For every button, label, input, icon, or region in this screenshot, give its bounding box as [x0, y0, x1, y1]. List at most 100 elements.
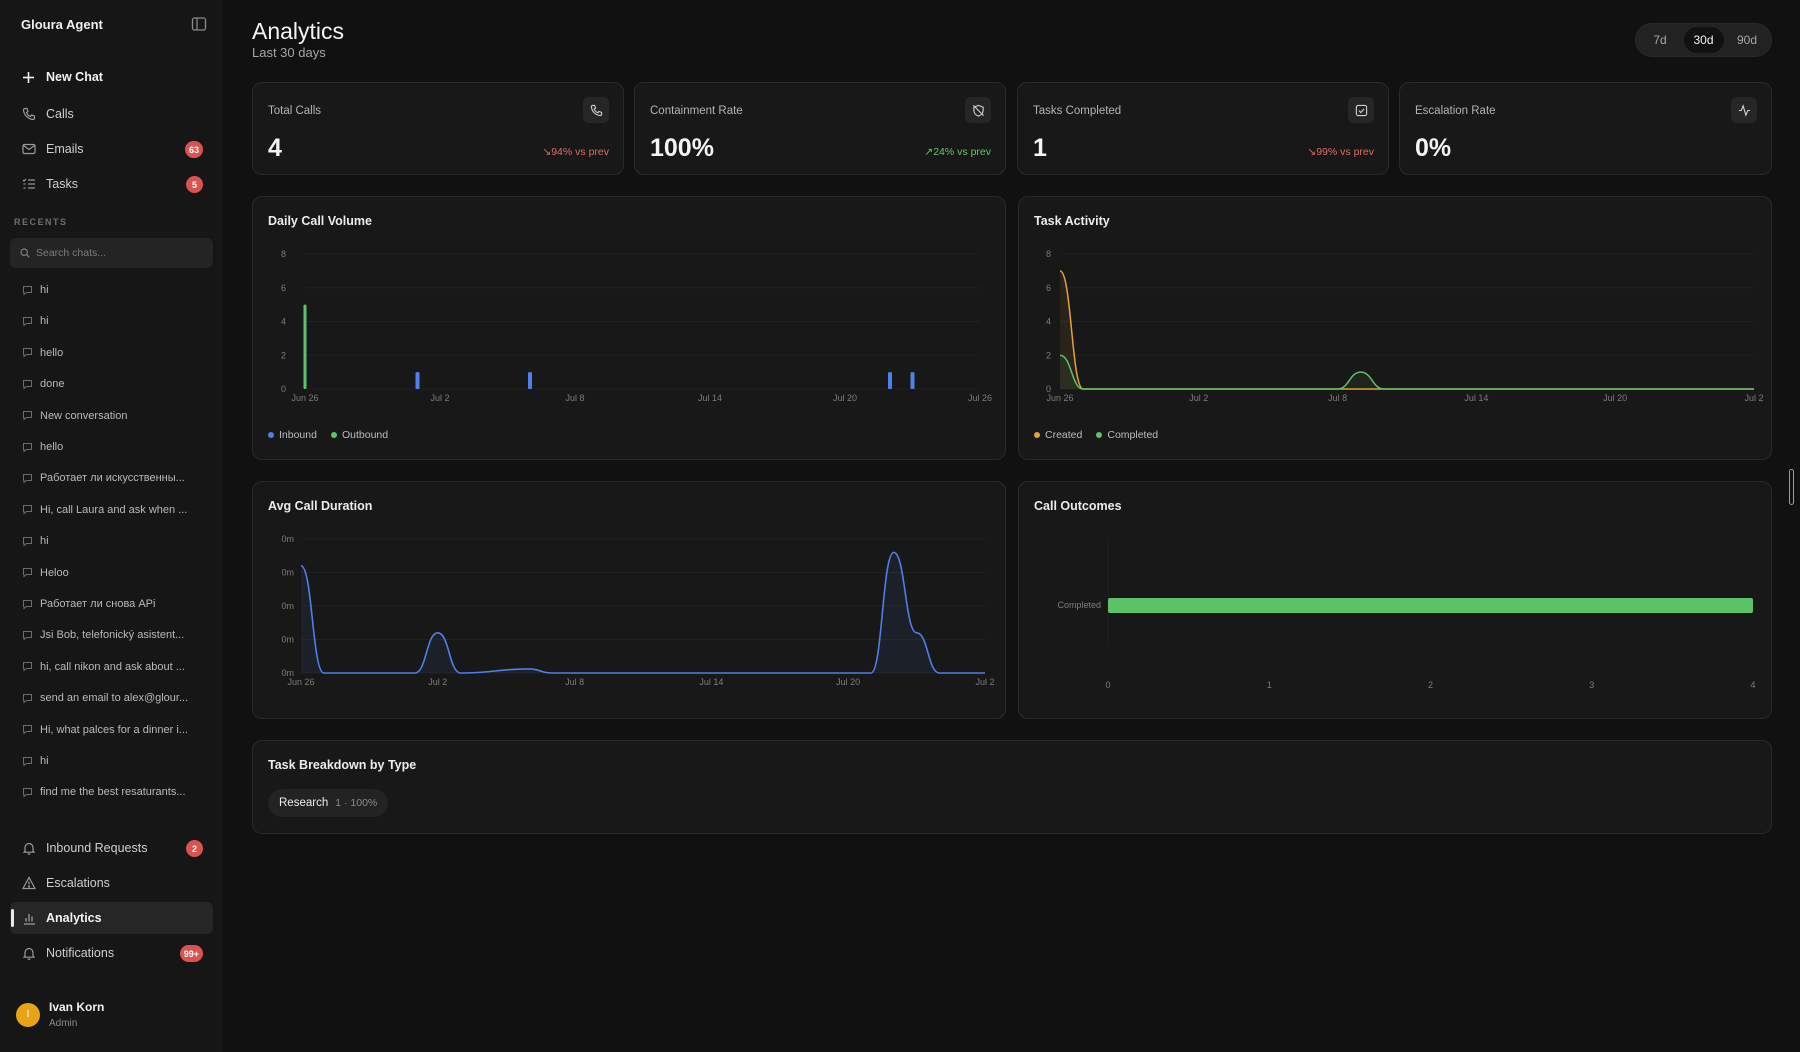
chat-bubble-icon: [22, 442, 33, 453]
x-tick-label: Jun 26: [1046, 393, 1073, 403]
area-created: [1060, 270, 1754, 389]
sidebar-item-notifications[interactable]: Notifications 99+: [10, 937, 213, 969]
x-tick-label: Jul 20: [836, 677, 860, 687]
sidebar-item-emails[interactable]: Emails 63: [10, 133, 213, 165]
scrollbar-thumb[interactable]: [1789, 469, 1794, 505]
chart-title: Call Outcomes: [1034, 499, 1122, 513]
plus-icon: [21, 70, 36, 85]
recent-chat-item[interactable]: hello: [22, 341, 214, 365]
chart-legend: Created Completed: [1034, 429, 1172, 441]
chat-bubble-icon: [22, 661, 33, 672]
daily-call-volume-card: Daily Call Volume 0 2 4 6 8 Jun 26 Jul 2 Jul 8 J…: [252, 196, 1006, 460]
recent-chat-item[interactable]: hello: [22, 435, 214, 459]
phone-icon: [583, 97, 609, 123]
chat-bubble-icon: [22, 599, 33, 610]
task-type-chip[interactable]: Research 1 · 100%: [268, 789, 389, 817]
x-tick-label: Jul 8: [1328, 393, 1347, 403]
recent-chat-item[interactable]: Hi, call Laura and ask when ...: [22, 498, 214, 522]
recents-heading: RECENTS: [14, 217, 68, 227]
trend-down-icon: ↘: [1307, 146, 1317, 158]
recent-chat-item[interactable]: hi, call nikon and ask about ...: [22, 655, 214, 679]
page-title: Analytics: [252, 18, 345, 44]
chat-bubble-icon: [22, 724, 33, 735]
recent-chat-label: hello: [40, 346, 64, 359]
user-profile[interactable]: I Ivan Korn Admin: [16, 1000, 104, 1029]
sidebar-item-label: Inbound Requests: [46, 841, 148, 855]
search-icon: [20, 248, 30, 258]
x-tick-label: Jul 8: [565, 393, 584, 403]
sidebar-item-escalations[interactable]: Escalations: [10, 867, 213, 899]
recent-chat-item[interactable]: New conversation: [22, 404, 214, 428]
recent-chat-label: hi: [40, 284, 49, 296]
sidebar-item-analytics[interactable]: Analytics: [10, 902, 213, 934]
sidebar-item-inbound-requests[interactable]: Inbound Requests 2: [10, 832, 213, 864]
user-role: Admin: [49, 1018, 78, 1029]
area-completed: [1060, 355, 1754, 389]
sidebar-toggle-icon[interactable]: [191, 16, 207, 32]
sidebar-item-label: Calls: [46, 107, 74, 121]
stat-label: Tasks Completed: [1033, 105, 1122, 117]
x-tick-label: Jul 2: [428, 677, 447, 687]
sidebar-item-calls[interactable]: Calls: [10, 98, 213, 130]
sidebar: Gloura Agent New Chat Calls Emails 63 Ta…: [0, 0, 222, 1052]
range-7d-button[interactable]: 7d: [1653, 33, 1667, 47]
recent-chat-item[interactable]: Heloo: [22, 561, 214, 585]
y-tick-label: Completed: [1057, 600, 1101, 610]
recent-chat-item[interactable]: Работает ли снова APi: [22, 592, 214, 616]
chart-title: Task Activity: [1034, 214, 1110, 228]
chat-bubble-icon: [22, 379, 33, 390]
daily-call-volume-chart: 0 2 4 6 8 Jun 26 Jul 2 Jul 8 Jul 14 Jul 20 Jul 26: [281, 249, 992, 403]
recent-chat-label: Работает ли снова APi: [40, 598, 156, 610]
y-tick-label: 2: [1046, 350, 1051, 360]
sidebar-item-tasks[interactable]: Tasks 5: [10, 168, 213, 200]
app-name: Gloura Agent: [21, 17, 103, 32]
recent-chat-item[interactable]: Jsi Bob, telefonický asistent...: [22, 623, 214, 647]
search-chats-input[interactable]: Search chats...: [10, 238, 213, 268]
area-duration: [301, 552, 985, 673]
x-tick-label: Jul 2: [1189, 393, 1208, 403]
sidebar-item-label: Emails: [46, 142, 84, 156]
recent-chat-item[interactable]: find me the best resaturants...: [22, 780, 214, 804]
recent-chat-item[interactable]: hi: [22, 309, 214, 333]
recent-chat-label: hi: [40, 315, 49, 328]
x-tick-label: Jul 20: [1603, 393, 1627, 403]
recent-chat-label: hello: [40, 441, 64, 453]
recent-chat-item[interactable]: hi: [22, 749, 214, 773]
recent-chat-item[interactable]: done: [22, 372, 214, 396]
x-tick-label: Jul 14: [699, 677, 723, 687]
recent-chat-item[interactable]: Работает ли искусственны...: [22, 466, 214, 490]
bar-outbound: [303, 304, 307, 389]
recent-chat-item[interactable]: Hi, what palces for a dinner i...: [22, 718, 214, 742]
task-type-meta: 1 · 100%: [335, 797, 378, 809]
trend-up-icon: ↗: [924, 146, 934, 158]
recent-chat-item[interactable]: send an email to alex@glour...: [22, 686, 214, 710]
chat-bubble-icon: [22, 285, 33, 296]
stat-delta: ↗24% vs prev: [924, 146, 991, 158]
x-tick-label: Jul 26: [968, 393, 992, 403]
recent-chat-item[interactable]: hi: [22, 529, 214, 553]
y-tick-label: 4: [1046, 317, 1051, 327]
y-tick-label: 0m: [281, 668, 294, 678]
bar-inbound: [888, 372, 892, 389]
y-tick-label: 0m: [281, 635, 294, 645]
bar-chart-icon: [21, 911, 36, 926]
chart-title: Daily Call Volume: [268, 214, 372, 228]
recent-chat-label: done: [40, 378, 65, 391]
range-90d-button[interactable]: 90d: [1736, 33, 1758, 47]
y-tick-label: 8: [1046, 249, 1051, 259]
x-tick-label: Jul 2: [1744, 393, 1763, 403]
x-tick-label: 1: [1267, 680, 1272, 690]
stat-card-containment-rate: Containment Rate 100% ↗24% vs prev: [634, 82, 1006, 175]
recent-chat-item[interactable]: hi: [22, 278, 214, 302]
x-tick-label: 0: [1105, 680, 1110, 690]
new-chat-button[interactable]: New Chat: [10, 61, 213, 93]
recent-chat-label: Heloo: [40, 566, 69, 579]
chat-bubble-icon: [22, 473, 33, 484]
inbound-count-badge: 2: [186, 840, 203, 857]
phone-icon: [21, 107, 36, 122]
range-30d-button[interactable]: 30d: [1683, 27, 1724, 53]
notifications-count-badge: 99+: [179, 945, 203, 962]
page-subtitle: Last 30 days: [252, 45, 326, 60]
warning-icon: [21, 876, 36, 891]
chat-bubble-icon: [22, 787, 33, 798]
